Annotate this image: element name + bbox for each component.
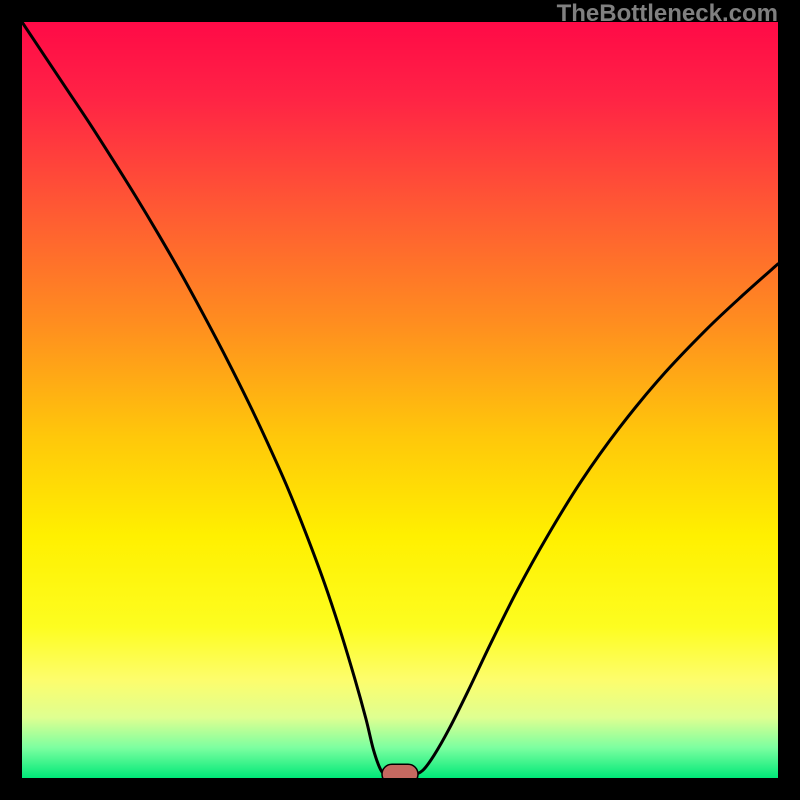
optimal-marker [382,764,418,778]
watermark-text: TheBottleneck.com [557,0,778,28]
curve-layer [22,22,778,778]
plot-area [22,22,778,778]
chart-frame: TheBottleneck.com [0,0,800,800]
bottleneck-curve [22,22,778,776]
